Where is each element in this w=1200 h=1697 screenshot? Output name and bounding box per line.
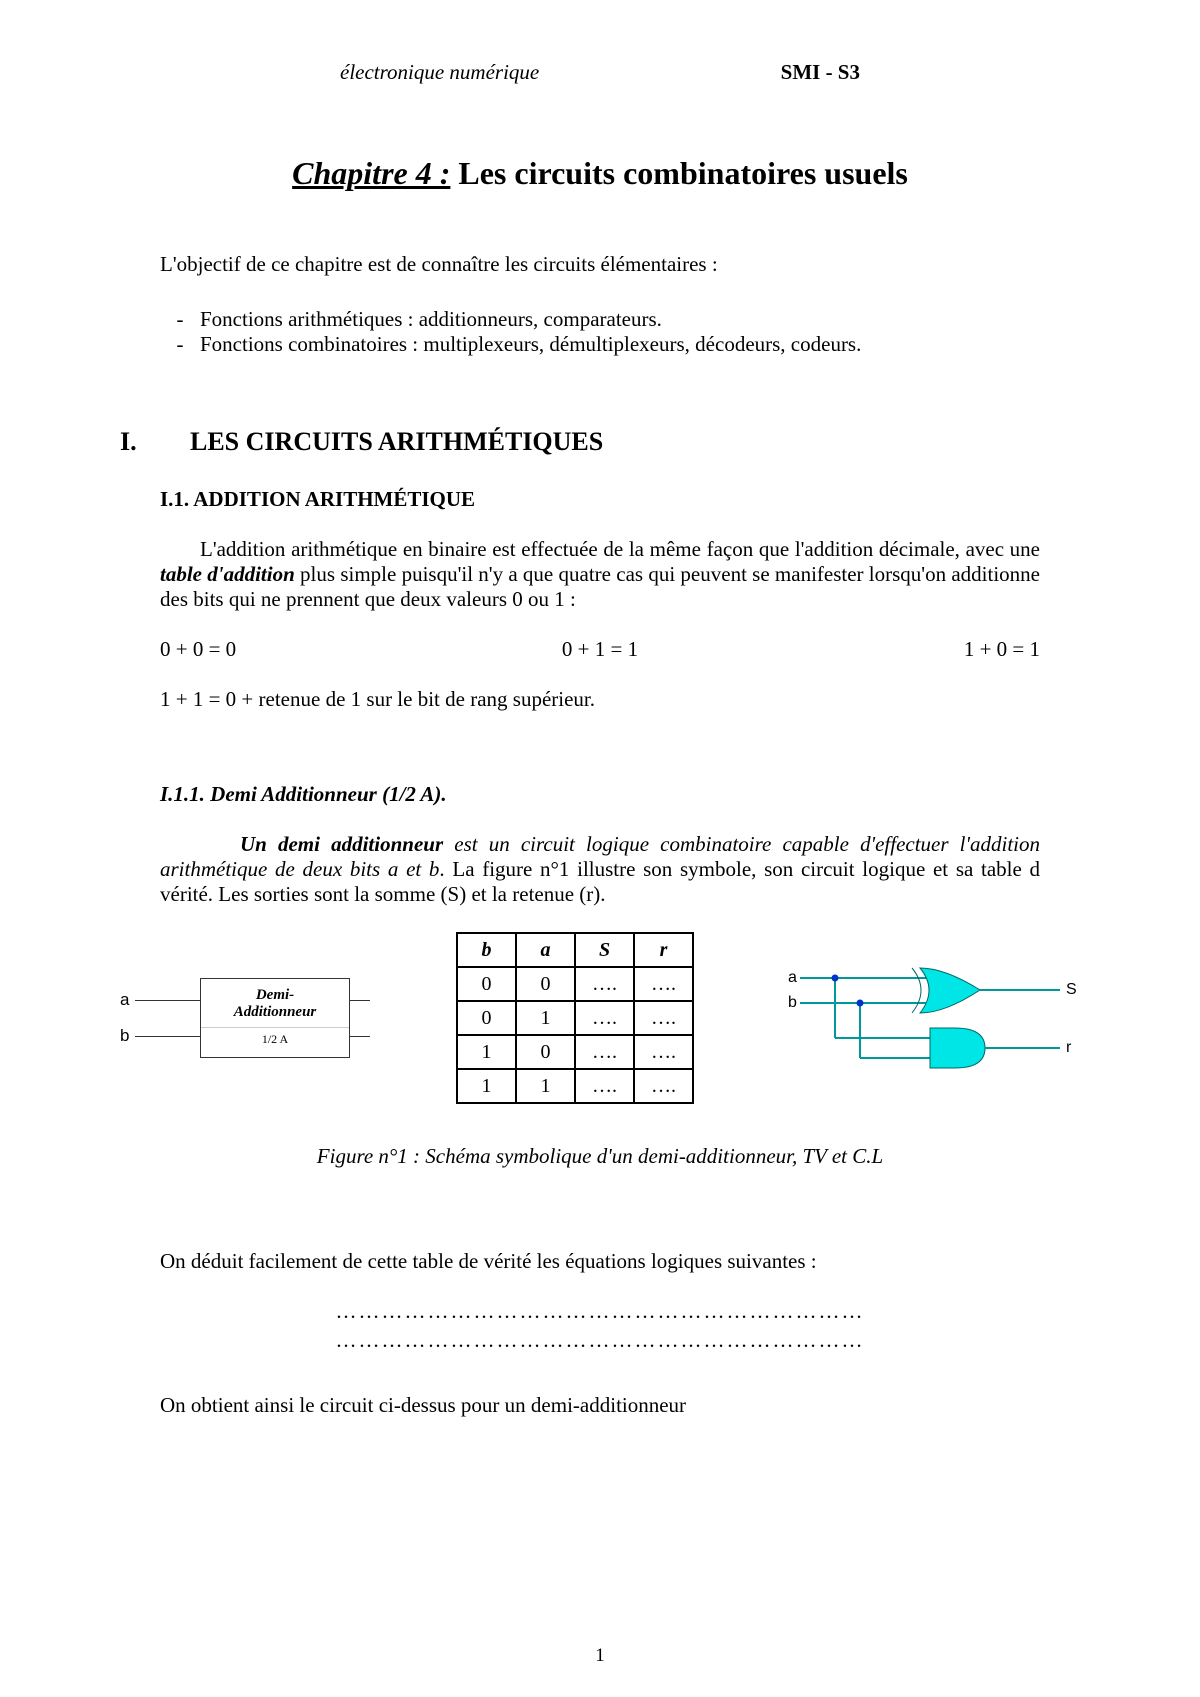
cell: …. [575,967,634,1001]
dash-icon: - [160,307,200,332]
bold-term: table d'addition [160,562,295,586]
table-row: 0 1 …. …. [457,1001,693,1035]
cell: …. [634,1069,693,1103]
col-header: a [516,933,575,967]
wire [135,1000,200,1001]
equation-row: 0 + 0 = 0 0 + 1 = 1 1 + 0 = 1 [160,637,1040,662]
blank-line: …………………………………………………………… [160,1328,1040,1353]
chapter-name: Les circuits combinatoires usuels [458,155,907,191]
cell: 1 [516,1069,575,1103]
page-header: électronique numérique SMI - S3 [120,60,1080,85]
bold-term: Un demi additionneur [240,832,443,856]
xor-gate-icon [920,968,980,1013]
section-title: LES CIRCUITS ARITHMÉTIQUES [190,427,603,457]
cell: …. [634,1035,693,1069]
wire [350,1036,370,1037]
cell: …. [575,1069,634,1103]
equation: 1 + 0 = 1 [964,637,1040,662]
cell: …. [575,1001,634,1035]
cell: 1 [516,1001,575,1035]
block-line1: Demi- [201,987,349,1004]
list-item: - Fonctions arithmétiques : additionneur… [160,307,1040,332]
bullet-text: Fonctions combinatoires : multiplexeurs,… [200,332,861,357]
truth-table: b a S r 0 0 …. …. 0 1 …. …. 1 0 …. …. [456,932,694,1104]
subsubsection-heading: I.1.1. Demi Additionneur (1/2 A). [160,782,1040,807]
dash-icon: - [160,332,200,357]
cell: 0 [457,1001,516,1035]
bullet-text: Fonctions arithmétiques : additionneurs,… [200,307,662,332]
block-symbol-diagram: a b Demi- Additionneur 1/2 A [120,958,370,1078]
cell: …. [575,1035,634,1069]
block-line2: Additionneur [201,1004,349,1021]
equation: 1 + 1 = 0 + retenue de 1 sur le bit de r… [160,687,1040,712]
input-label-b: b [788,994,797,1011]
table-row: 1 0 …. …. [457,1035,693,1069]
col-header: b [457,933,516,967]
logic-circuit-diagram: a b S r [780,948,1080,1088]
col-header: r [634,933,693,967]
figure-row: a b Demi- Additionneur 1/2 A b a S r 0 0 [120,932,1080,1104]
equation: 0 + 1 = 1 [562,637,638,662]
blank-line: …………………………………………………………… [160,1299,1040,1324]
paragraph: L'addition arithmétique en binaire est e… [160,537,1040,612]
subsection-heading: I.1. ADDITION ARITHMÉTIQUE [160,487,1040,512]
and-gate-icon [930,1028,985,1068]
page-number: 1 [0,1645,1200,1667]
figure-caption: Figure n°1 : Schéma symbolique d'un demi… [120,1144,1080,1169]
chapter-label: Chapitre 4 : [292,155,450,191]
cell: 0 [516,967,575,1001]
bullet-list: - Fonctions arithmétiques : additionneur… [160,307,1040,357]
node-icon [857,1000,864,1007]
input-label-a: a [788,969,797,986]
cell: 0 [457,967,516,1001]
table-row: b a S r [457,933,693,967]
section-number: I. [120,427,190,457]
output-label-s: S [1066,981,1077,998]
cell: …. [634,967,693,1001]
text: L'addition arithmétique en binaire est e… [200,537,1040,561]
cell: 1 [457,1035,516,1069]
col-header: S [575,933,634,967]
wire [135,1036,200,1037]
xor-gate-icon [912,968,921,1013]
cell: 0 [516,1035,575,1069]
paragraph: Un demi additionneur est un circuit logi… [160,832,1040,907]
input-label-a: a [120,990,129,1010]
page: électronique numérique SMI - S3 Chapitre… [0,0,1200,1697]
list-item: - Fonctions combinatoires : multiplexeur… [160,332,1040,357]
cell: 1 [457,1069,516,1103]
chapter-title: Chapitre 4 : Les circuits combinatoires … [120,155,1080,192]
block-box: Demi- Additionneur 1/2 A [200,978,350,1058]
node-icon [832,975,839,982]
section-heading: I. LES CIRCUITS ARITHMÉTIQUES [120,427,1080,457]
table-row: 0 0 …. …. [457,967,693,1001]
header-course: électronique numérique [340,60,539,85]
wire [350,1000,370,1001]
input-label-b: b [120,1026,129,1046]
intro-text: L'objectif de ce chapitre est de connaît… [160,252,1040,277]
block-line3: 1/2 A [201,1027,349,1047]
paragraph: On obtient ainsi le circuit ci-dessus po… [160,1393,1040,1418]
cell: …. [634,1001,693,1035]
output-label-r: r [1066,1039,1072,1056]
table-row: 1 1 …. …. [457,1069,693,1103]
equation: 0 + 0 = 0 [160,637,236,662]
paragraph: On déduit facilement de cette table de v… [160,1249,1040,1274]
header-code: SMI - S3 [781,60,860,85]
